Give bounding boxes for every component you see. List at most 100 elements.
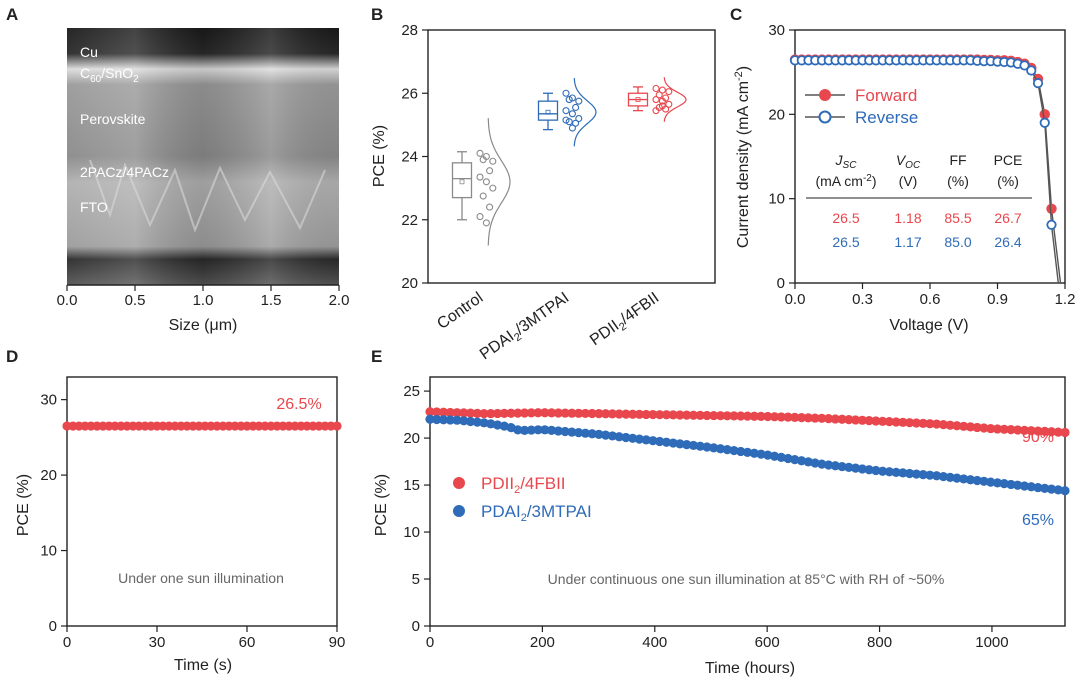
panel-b-y-tick-label: 22	[401, 212, 418, 229]
stability-point-pdii	[911, 418, 921, 428]
stability-point-pdai	[519, 425, 530, 435]
box-data-point	[665, 100, 673, 108]
stability-point-pdai	[796, 456, 807, 466]
panel-d-y-tick-label: 30	[40, 392, 57, 409]
reverse-ff: 85.0	[944, 234, 971, 250]
stability-point-pdai	[878, 466, 888, 476]
table-header-pce-unit: (%)	[997, 173, 1019, 189]
stability-point-pdii	[796, 413, 807, 423]
panel-d-y-tick-label: 10	[40, 543, 57, 560]
box-data-point	[565, 96, 573, 104]
panel-e-x-tick-label: 0	[426, 634, 434, 651]
stability-point-pdii	[884, 417, 894, 427]
stability-point-pdai	[742, 447, 753, 457]
table-header-voc: VOC	[896, 152, 921, 171]
box-data-point	[575, 115, 583, 123]
legend-pdii-marker	[453, 477, 465, 489]
stability-point-pdai	[817, 459, 827, 469]
stability-point-pdii	[959, 421, 969, 431]
stability-point-pdii	[999, 424, 1009, 434]
box-data-point	[562, 116, 570, 124]
table-header-jsc-unit: (mA cm-2)	[815, 173, 876, 189]
panel-c-x-tick-label: 0.0	[785, 291, 806, 308]
panel-e-y-tick-label: 5	[412, 571, 420, 588]
stability-point-pdai	[459, 416, 469, 426]
stability-point-pdii	[492, 408, 503, 419]
table-row-forward: 26.5 1.18 85.5 26.7	[832, 210, 1021, 226]
reverse-voc: 1.17	[894, 234, 921, 250]
panel-e-legend: PDII2/4FBII PDAI2/3MTPAI	[453, 474, 592, 524]
panel-c-y-tick-label: 30	[768, 22, 785, 39]
box-iqr	[537, 100, 559, 121]
stability-point-pdii	[823, 414, 834, 424]
box-data-point	[652, 107, 660, 115]
stability-point-pdai	[655, 436, 665, 447]
stability-point-pdii	[519, 408, 530, 418]
panel-e-x-tick-label: 400	[642, 634, 667, 651]
stability-point-pdii	[661, 410, 672, 420]
jv-point-reverse	[1026, 65, 1037, 76]
stability-point-pdii	[628, 409, 638, 419]
stability-point-pdii	[688, 410, 699, 420]
panel-d: D PCE (%) 0 30 60 90 0 10 20 30 26.5% Under one…	[6, 347, 345, 674]
jv-point-forward	[1046, 203, 1057, 214]
box-data-point	[658, 102, 666, 110]
forward-voc: 1.18	[894, 210, 921, 226]
stability-point-pdii	[668, 410, 678, 420]
stability-point-pdai	[465, 416, 476, 427]
box-data-point	[476, 213, 484, 221]
stability-point-pdai	[492, 420, 503, 430]
stability-point-pdii	[634, 409, 645, 419]
stability-point-pdii	[749, 411, 759, 421]
stability-point-pdai	[803, 457, 813, 467]
stability-point-pdii	[776, 412, 786, 422]
stability-point-pdii	[655, 410, 665, 420]
stability-point-pdii	[580, 408, 590, 419]
stability-point-pdai	[567, 427, 577, 437]
table-header-jsc: JSC	[835, 152, 858, 171]
stability-point-pdai	[1013, 480, 1023, 490]
box-iqr	[451, 162, 473, 199]
box-data-point	[562, 107, 570, 115]
stability-point-pdii	[695, 410, 705, 420]
stability-point-pdii	[641, 409, 651, 420]
stability-point-pdii	[526, 408, 536, 418]
panel-e: E PCE (%) 0 200 400 600 800 1000 0 5 10 15 20 25 90…	[371, 347, 1070, 677]
stability-point-pdii	[1006, 425, 1016, 435]
box-data-point	[489, 184, 497, 192]
stability-point-pdai	[722, 445, 732, 455]
box-data-point	[568, 110, 576, 118]
panel-e-y-tick-label: 25	[403, 383, 420, 400]
category-label-rest: /3MTPAI	[513, 289, 573, 338]
stability-point-pdai	[432, 414, 442, 425]
panel-b-y-label: PCE (%)	[371, 125, 388, 187]
stability-point-pdai	[445, 415, 455, 425]
panel-c-y-label: Current density (mA cm-2)	[733, 66, 752, 248]
legend-forward-marker	[819, 89, 831, 101]
stability-point-pdii	[594, 409, 604, 419]
panel-c-y-tick-label: 20	[768, 106, 785, 123]
stability-point-pdii	[756, 411, 766, 421]
jv-point-reverse	[1039, 117, 1050, 128]
box-data-point	[572, 119, 580, 127]
panel-d-y-label: PCE (%)	[15, 474, 32, 536]
stability-point-pdii	[499, 408, 509, 418]
stability-point-pdai	[1006, 479, 1016, 490]
panel-b-category-label: PDII2/4FBII	[587, 289, 664, 351]
panel-c: C Current density (mA cm-2) 0.0 0.3 0.6 0.9…	[730, 5, 1075, 334]
stability-point-pdii	[682, 410, 692, 420]
legend-pdii-label: PDII2/4FBII	[481, 474, 566, 496]
panel-b-category-label: PDAI2/3MTPAI	[477, 289, 574, 365]
panel-d-x-tick-label: 30	[149, 634, 166, 651]
stability-point-pdii	[722, 411, 732, 421]
panel-c-y-tick-label: 0	[777, 275, 785, 292]
jv-point-reverse	[1019, 60, 1030, 71]
box-data-point	[658, 86, 666, 94]
stability-point-pdii	[871, 416, 881, 426]
panel-e-end-blue: 65%	[1022, 512, 1054, 529]
stability-point-pdii	[553, 408, 563, 418]
panel-d-annotation: Under one sun illumination	[118, 570, 284, 586]
stability-point-pdai	[1026, 482, 1036, 492]
stability-point-pdii	[438, 407, 449, 417]
